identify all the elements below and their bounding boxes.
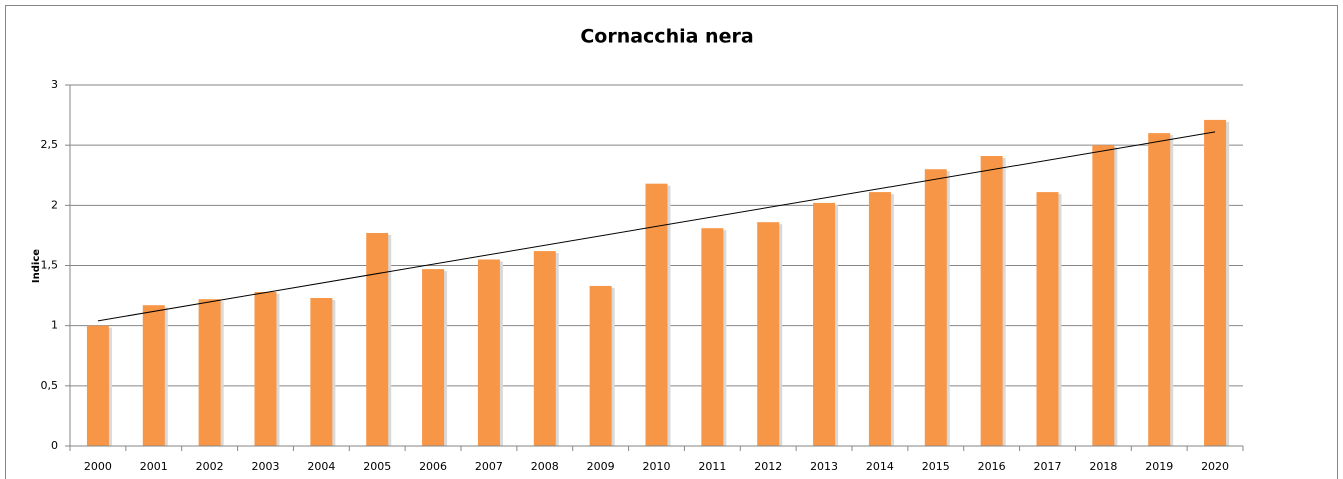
bar	[198, 299, 221, 446]
x-tick-label: 2010	[643, 460, 671, 473]
x-tick-label: 2013	[810, 460, 838, 473]
x-tick-label: 2015	[922, 460, 950, 473]
x-tick-label: 2000	[84, 460, 112, 473]
bar	[254, 291, 277, 446]
bar	[1204, 119, 1227, 446]
y-tick-label: 1,5	[41, 259, 59, 272]
x-tick-label: 2006	[419, 460, 447, 473]
y-tick-label: 1	[51, 319, 58, 332]
x-tick-label: 2018	[1089, 460, 1117, 473]
y-tick-label: 3	[51, 78, 58, 91]
x-tick-label: 2019	[1145, 460, 1173, 473]
bar	[533, 251, 556, 446]
y-axis-label: Indice	[31, 249, 42, 283]
bar	[1036, 192, 1059, 446]
x-tick-label: 2017	[1034, 460, 1062, 473]
bar	[142, 305, 165, 446]
x-tick-label: 2003	[252, 460, 280, 473]
x-tick-label: 2012	[754, 460, 782, 473]
chart-frame	[5, 5, 1338, 479]
bar	[813, 202, 836, 446]
x-tick-label: 2007	[475, 460, 503, 473]
bar	[422, 269, 445, 446]
x-tick-label: 2008	[531, 460, 559, 473]
y-tick-label: 2,5	[41, 138, 59, 151]
bar	[645, 183, 668, 446]
x-tick-label: 2004	[307, 460, 335, 473]
bar	[310, 297, 333, 446]
bar	[1148, 133, 1171, 446]
y-tick-label: 0	[51, 439, 58, 452]
x-tick-label: 2001	[140, 460, 168, 473]
bar	[868, 192, 891, 446]
bar	[701, 228, 724, 446]
bar	[757, 222, 780, 446]
x-tick-label: 2011	[698, 460, 726, 473]
x-tick-label: 2020	[1201, 460, 1229, 473]
y-tick-label: 0,5	[41, 379, 59, 392]
x-tick-label: 2005	[363, 460, 391, 473]
bar	[1092, 145, 1115, 446]
bar	[924, 169, 947, 446]
x-tick-label: 2016	[978, 460, 1006, 473]
bar	[980, 155, 1003, 446]
x-tick-label: 2014	[866, 460, 894, 473]
x-tick-label: 2009	[587, 460, 615, 473]
trend-line	[97, 131, 1216, 322]
chart-title: Cornacchia nera	[580, 26, 753, 48]
bar	[366, 233, 389, 446]
bar	[86, 325, 109, 446]
bar	[477, 259, 500, 446]
bar	[589, 285, 612, 446]
x-tick-label: 2002	[196, 460, 224, 473]
y-tick-label: 2	[51, 198, 58, 211]
